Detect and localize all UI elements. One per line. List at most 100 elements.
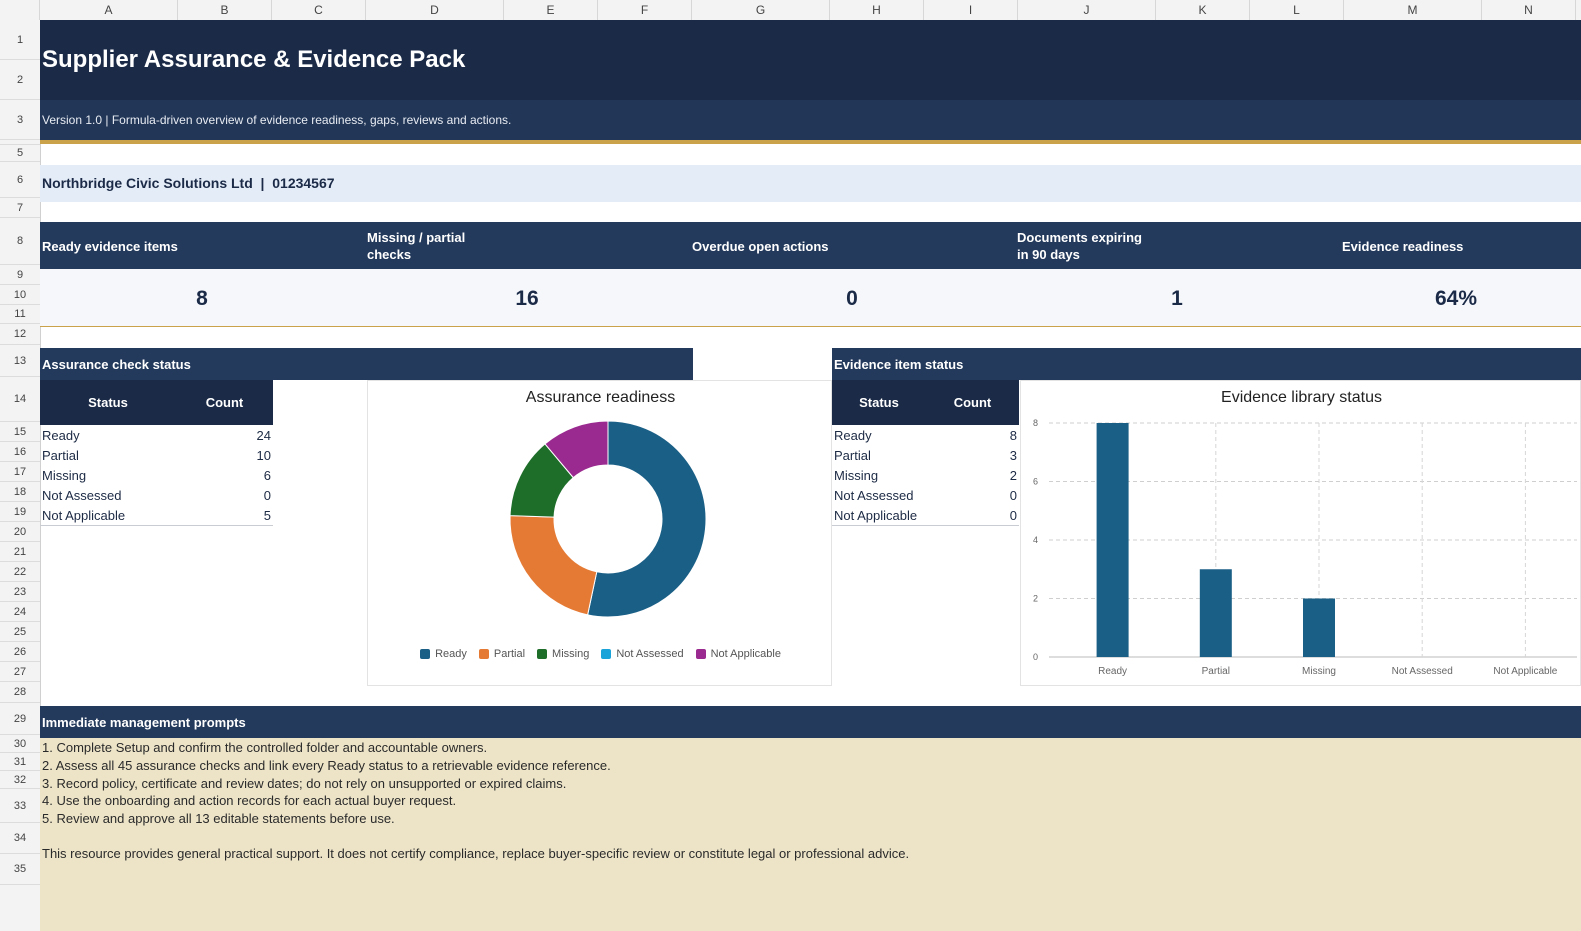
row-header-27[interactable]: 27 <box>0 662 40 682</box>
row-header-12[interactable]: 12 <box>0 324 40 345</box>
count-cell[interactable]: 3 <box>1009 448 1017 463</box>
count-cell[interactable]: 5 <box>263 508 271 523</box>
row-header-24[interactable]: 24 <box>0 602 40 622</box>
evidence-chart-title: Evidence library status <box>1221 389 1382 406</box>
select-all-corner[interactable] <box>0 0 40 20</box>
row-header-30[interactable]: 30 <box>0 735 40 753</box>
status-cell[interactable]: Missing <box>834 468 879 483</box>
row-header-10[interactable]: 10 <box>0 285 40 305</box>
bar-partial[interactable] <box>1199 569 1232 657</box>
column-header-e[interactable]: E <box>504 0 598 20</box>
assurance-table-body: Ready 24 Partial 10 Missing 6 Not Assessed 0 Not… <box>40 426 273 526</box>
row-header-9[interactable]: 9 <box>0 265 40 285</box>
row-header-11[interactable]: 11 <box>0 305 40 324</box>
row-header-16[interactable]: 16 <box>0 442 40 462</box>
status-cell[interactable]: Missing <box>42 468 87 483</box>
row-header-7[interactable]: 7 <box>0 198 40 218</box>
row-header-18[interactable]: 18 <box>0 482 40 502</box>
status-cell[interactable]: Not Assessed <box>42 488 122 503</box>
column-header-i[interactable]: I <box>924 0 1018 20</box>
column-header-m[interactable]: M <box>1344 0 1482 20</box>
status-cell[interactable]: Ready <box>42 428 80 443</box>
count-cell[interactable]: 10 <box>256 448 271 463</box>
row-header-3[interactable]: 3 <box>0 100 40 140</box>
kpi-value-ready: 8 <box>196 287 208 310</box>
column-header-d[interactable]: D <box>366 0 504 20</box>
row-header-17[interactable]: 17 <box>0 462 40 482</box>
row-header-8[interactable]: 8 <box>0 218 40 265</box>
row-header-29[interactable]: 29 <box>0 703 40 735</box>
bar-missing[interactable] <box>1303 598 1335 658</box>
row-header-34[interactable]: 34 <box>0 823 40 854</box>
row-header-33[interactable]: 33 <box>0 789 40 823</box>
column-header-g[interactable]: G <box>692 0 830 20</box>
legend-item-not-applicable[interactable]: Not Applicable <box>695 648 781 660</box>
row-header-26[interactable]: 26 <box>0 642 40 662</box>
donut-slice-ready[interactable] <box>587 420 707 618</box>
count-cell[interactable]: 8 <box>1009 428 1017 443</box>
prompt-item: 5. Review and approve all 13 editable st… <box>42 811 395 826</box>
kpi-label-readiness: Evidence readiness <box>1342 239 1464 254</box>
row-header-15[interactable]: 15 <box>0 422 40 442</box>
row-header-13[interactable]: 13 <box>0 345 40 377</box>
assurance-readiness-chart[interactable]: Assurance readiness Ready Partial Missing N… <box>367 380 832 686</box>
legend-item-not-assessed[interactable]: Not Assessed <box>601 648 684 660</box>
legend-item-missing[interactable]: Missing <box>537 648 589 660</box>
column-header-a[interactable]: A <box>40 0 178 20</box>
row-header-2[interactable]: 2 <box>0 60 40 100</box>
count-cell[interactable]: 24 <box>256 428 271 443</box>
row-header-23[interactable]: 23 <box>0 582 40 602</box>
organisation-name[interactable]: Northbridge Civic Solutions Ltd | 012345… <box>42 175 335 191</box>
row-header-19[interactable]: 19 <box>0 502 40 522</box>
prompt-item: 4. Use the onboarding and action records… <box>42 793 457 808</box>
row-header-20[interactable]: 20 <box>0 522 40 542</box>
row-header-25[interactable]: 25 <box>0 622 40 642</box>
count-cell[interactable]: 6 <box>263 468 271 483</box>
bar-plot: 0 2 4 6 8 Ready Partial Missing Not Assessed Not … <box>1033 418 1577 677</box>
legend-item-ready[interactable]: Ready <box>420 648 467 660</box>
row-header-6[interactable]: 6 <box>0 162 40 198</box>
prompt-disclaimer: This resource provides general practical… <box>42 846 910 861</box>
count-cell[interactable]: 0 <box>263 488 271 503</box>
count-cell[interactable]: 0 <box>1009 508 1017 523</box>
row-header-35[interactable]: 35 <box>0 854 40 885</box>
count-cell[interactable]: 2 <box>1009 468 1017 483</box>
bar-ready[interactable] <box>1096 423 1129 657</box>
column-header-j[interactable]: J <box>1018 0 1156 20</box>
status-cell[interactable]: Not Applicable <box>42 508 126 523</box>
donut-slice-partial[interactable] <box>509 515 598 616</box>
row-header-14[interactable]: 14 <box>0 377 40 422</box>
gold-divider <box>40 140 1581 144</box>
row-header-4[interactable] <box>0 140 40 145</box>
column-header-n[interactable]: N <box>1482 0 1576 20</box>
status-cell[interactable]: Not Applicable <box>834 508 918 523</box>
kpi-label-missing: Missing / partial checks <box>367 230 466 262</box>
legend-label: Not Applicable <box>710 648 781 660</box>
row-header-28[interactable]: 28 <box>0 682 40 703</box>
row-header-1[interactable]: 1 <box>0 20 40 60</box>
row-header-31[interactable]: 31 <box>0 753 40 771</box>
status-cell[interactable]: Partial <box>834 448 871 463</box>
status-cell[interactable]: Ready <box>834 428 872 443</box>
column-header-h[interactable]: H <box>830 0 924 20</box>
legend-swatch <box>601 649 612 659</box>
column-header-l[interactable]: L <box>1250 0 1344 20</box>
legend-swatch <box>537 649 548 659</box>
title-band: Supplier Assurance & Evidence Pack <box>40 20 1581 100</box>
evidence-library-chart[interactable]: Evidence library status 0 2 4 6 8 Ready Partia… <box>1020 380 1581 686</box>
row-header-22[interactable]: 22 <box>0 562 40 582</box>
count-cell[interactable]: 0 <box>1009 488 1017 503</box>
column-header-k[interactable]: K <box>1156 0 1250 20</box>
column-header-b[interactable]: B <box>178 0 272 20</box>
evidence-table-body: Ready 8 Partial 3 Missing 2 Not Assessed 0 Not A… <box>832 426 1019 526</box>
status-cell[interactable]: Partial <box>42 448 79 463</box>
legend-item-partial[interactable]: Partial <box>478 648 525 660</box>
column-header-f[interactable]: F <box>598 0 692 20</box>
row-header-21[interactable]: 21 <box>0 542 40 562</box>
row-header-5[interactable]: 5 <box>0 145 40 162</box>
row-header-32[interactable]: 32 <box>0 771 40 789</box>
column-header-c[interactable]: C <box>272 0 366 20</box>
status-cell[interactable]: Not Assessed <box>834 488 914 503</box>
donut-slice-not-applicable[interactable] <box>544 420 609 479</box>
legend-label: Not Assessed <box>616 648 684 660</box>
